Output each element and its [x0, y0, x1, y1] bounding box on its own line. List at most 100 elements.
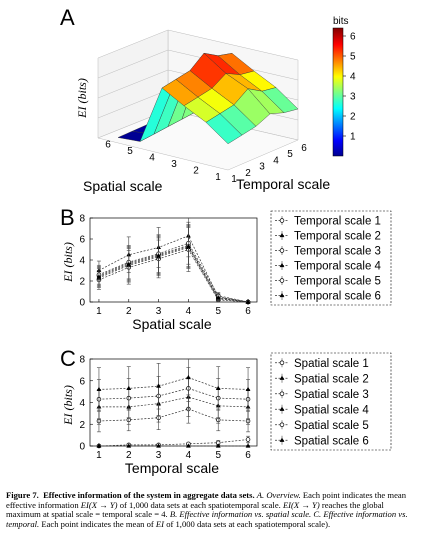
legend-marker	[279, 262, 285, 268]
panel-b-chart: B EI (bits) Spatial scale 0 2 4 6 8 1 2 3 4 5 6 Te…	[60, 205, 392, 332]
y-tick-label: 2	[79, 420, 85, 431]
panel-a-spatial-tick: 1	[215, 172, 221, 183]
panel-a-temporal-tick: 1	[231, 174, 237, 185]
legend-frame	[270, 352, 392, 451]
panel-a-spatial-tick: 4	[149, 153, 155, 164]
data-point	[156, 253, 161, 258]
legend-label: Spatial scale 3	[294, 389, 369, 401]
legend-label: Temporal scale 1	[294, 216, 381, 228]
panel-a-temporal-tick: 2	[245, 168, 251, 179]
x-tick-label: 6	[245, 306, 251, 317]
caption-fig-label: Figure 7.	[6, 490, 39, 500]
panel-a-spatial-tick: 3	[171, 159, 177, 170]
y-tick-label: 6	[79, 235, 85, 246]
data-point	[186, 443, 191, 448]
panel-b-letter: B	[60, 205, 75, 230]
x-tick-label: 3	[156, 450, 162, 461]
panel-a-surface	[117, 52, 299, 145]
y-tick-label: 2	[79, 277, 85, 288]
data-point	[96, 443, 102, 448]
data-point	[96, 274, 102, 279]
panel-b-plot-area: 0 2 4 6 8 1 2 3 4 5 6	[79, 214, 258, 317]
data-point	[156, 383, 161, 388]
legend-label: Temporal scale 4	[294, 261, 382, 273]
series-line	[98, 242, 249, 303]
legend-marker	[279, 422, 285, 428]
x-tick-label: 1	[96, 306, 102, 317]
colorbar-gradient	[332, 27, 344, 157]
data-point	[215, 295, 221, 300]
panel-a-spatial-tick: 5	[127, 146, 133, 157]
y-tick-label: 4	[79, 398, 85, 409]
y-tick-label: 8	[79, 355, 85, 366]
legend-label: Temporal scale 3	[294, 246, 381, 258]
series-line	[98, 235, 249, 303]
panel-c-plot-area: 0 2 4 6 8 1 2 3 4 5 6	[79, 355, 258, 461]
surface-patch	[261, 87, 299, 113]
legend-marker	[279, 391, 285, 397]
data-point	[245, 299, 251, 304]
x-tick-label: 2	[126, 450, 132, 461]
panel-c-chart: C EI (bits) Temporal scale 0 2 4 6 8 1 2 3 4 5 6 S…	[60, 346, 392, 476]
x-tick-label: 4	[186, 306, 192, 317]
x-tick-label: 1	[96, 450, 102, 461]
data-point	[156, 443, 161, 448]
series-line	[98, 249, 249, 303]
panel-a-zaxis: EI (bits)	[75, 78, 89, 119]
caption-a-text-3: reaches the global maximum at spatial sc…	[6, 499, 384, 520]
series-line	[98, 396, 249, 408]
x-tick-label: 5	[215, 450, 221, 461]
series-line	[98, 439, 249, 447]
caption-ei-short: EI	[155, 518, 165, 529]
x-tick-label: 6	[245, 450, 251, 461]
panel-a-temporal-tick: 4	[273, 155, 279, 166]
legend-marker	[279, 248, 285, 253]
legend-marker	[279, 437, 285, 442]
y-tick-label: 6	[79, 376, 85, 387]
caption-fig-title: Effective information of the system in a…	[43, 490, 255, 500]
x-tick-label: 4	[186, 450, 192, 461]
legend-label: Spatial scale 2	[294, 373, 369, 385]
legend-label: Spatial scale 5	[294, 420, 369, 432]
legend-marker	[279, 406, 285, 411]
caption-b-label: B. Effective information vs. spatial sca…	[169, 509, 312, 520]
colorbar-tick-label: 3	[350, 92, 356, 103]
panel-a-zaxis-label: EI (bits)	[75, 78, 89, 119]
legend-label: Temporal scale 6	[294, 291, 381, 303]
panel-c-xlabel: Temporal scale	[125, 460, 219, 476]
data-point	[126, 261, 132, 266]
legend-marker	[279, 218, 285, 223]
y-tick-label: 0	[79, 442, 85, 453]
caption-ei-expr-1: EI(X → Y)	[80, 499, 118, 510]
data-point	[96, 386, 102, 392]
legend-label: Temporal scale 2	[294, 231, 381, 243]
panel-a-temporal-tick: 6	[301, 143, 307, 154]
x-tick-label: 5	[215, 306, 221, 317]
legend-marker	[279, 278, 285, 283]
panel-a-colorbar: bits 1 2 3 4 5 6	[332, 16, 356, 157]
panel-c-letter: C	[60, 346, 76, 371]
caption-a-label: A. Overview.	[256, 490, 301, 500]
panel-b-legend: Temporal scale 1 Temporal scale 2 Temporal…	[270, 210, 392, 306]
caption-c-label: C. Effective information vs. temporal.	[6, 509, 408, 529]
panel-a-temporal-tick: 5	[287, 149, 293, 160]
data-point	[186, 243, 191, 248]
x-tick-label: 2	[126, 306, 132, 317]
colorbar-tick-label: 5	[350, 52, 356, 63]
legend-marker	[279, 360, 285, 366]
series-line	[98, 408, 249, 422]
data-point	[245, 443, 251, 448]
panel-b-xlabel: Spatial scale	[132, 316, 212, 332]
data-point	[245, 437, 251, 442]
axes-frame	[89, 358, 258, 447]
legend-label: Temporal scale 5	[294, 276, 381, 288]
series-line	[98, 245, 249, 303]
colorbar-tick-label: 1	[350, 132, 356, 143]
y-tick-label: 8	[79, 214, 85, 225]
panel-b-ylabel: EI (bits)	[61, 242, 75, 283]
panel-c-legend: Spatial scale 1 Spatial scale 2 Spatial sc…	[270, 352, 392, 451]
legend-marker	[279, 375, 285, 380]
